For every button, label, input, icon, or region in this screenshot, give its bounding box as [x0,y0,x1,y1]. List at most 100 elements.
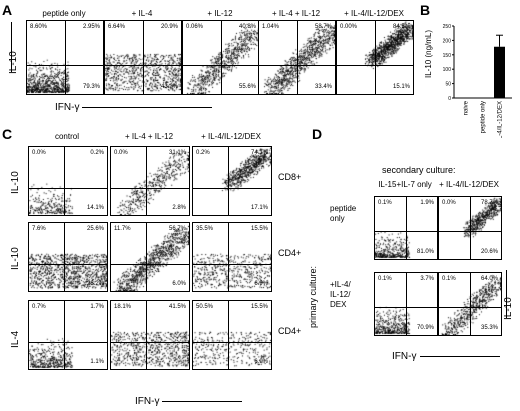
panel-c-plot-2-2-dots [193,301,271,369]
quadrant-line-horizontal [375,231,437,233]
panel-d-row-label-0-0: peptide [330,204,357,213]
panel-b-bar-0 [460,97,471,99]
quadrant-top-left-percent: 0.00% [340,24,358,30]
quadrant-top-left-percent: 0.1% [378,276,392,282]
panel-c-plot-1-2: 35.5% 15.5% 6.9% [192,222,272,292]
quadrant-top-right-percent: 78.7% [480,200,498,206]
quadrant-line-horizontal [111,263,189,265]
panel-b-ytick-label: 100 [443,67,452,73]
quadrant-top-left-percent: 7.6% [32,226,46,232]
panel-c-plot-1-1: 11.7% 56.7% 6.0% [110,222,190,292]
panel-a-plot-3: 1.04% 58.7% 33.4% [258,20,336,95]
quadrant-bottom-right-percent: 33.4% [314,84,332,90]
panel-c-plot-2-1-dots [111,301,189,369]
panel-b-letter: B [420,2,431,18]
quadrant-bottom-right-percent: 17.1% [250,205,268,211]
quadrant-top-left-percent: 1.04% [262,24,280,30]
panel-c-row-side-label-2: CD4+ [278,326,302,336]
panel-c-plot-2-1: 18.1% 41.5% [110,300,190,370]
quadrant-top-left-percent: 0.1% [442,276,456,282]
panel-d-row-label-0-1: only [330,214,345,223]
quadrant-bottom-right-percent: 35.3% [480,325,498,331]
quadrant-bottom-right-percent: 79.3% [82,84,100,90]
quadrant-line-horizontal [183,64,259,66]
quadrant-line-vertical [228,301,230,369]
quadrant-top-right-percent: 74.1% [250,150,268,156]
quadrant-line-vertical [470,273,471,335]
quadrant-bottom-right-percent: 6.9% [254,359,268,365]
panel-d-row-label-1-1: IL-12/ [330,290,351,299]
quadrant-line-horizontal [29,187,107,189]
panel-d-plot-0-1: 0.0% 78.7% 20.6% [438,196,502,260]
panel-a-y-arrow [11,22,12,72]
quadrant-top-left-percent: 0.2% [196,150,210,156]
panel-c-plot-2-0-dots [29,301,107,369]
quadrant-line-vertical [221,21,222,94]
quadrant-top-right-percent: 25.6% [86,226,104,232]
quadrant-top-right-percent: 1.9% [420,200,434,206]
quadrant-bottom-right-percent: 55.6% [238,84,256,90]
panel-c-col-title-0: control [54,132,79,141]
panel-a-plot-1: 6.64% 20.9% 43.2% [104,20,182,95]
quadrant-top-left-percent: 50.5% [196,304,214,310]
panel-a-ylabel: IL-10 [8,51,19,74]
panel-a-plot-0: 8.60% 2.95% 79.3% [26,20,104,95]
quadrant-line-horizontal [193,263,271,265]
quadrant-bottom-right-percent: 6.9% [254,281,268,287]
quadrant-bottom-right-percent: 70.9% [416,325,434,331]
panel-a-plot-2: 0.06% 40.8% 55.6% [182,20,260,95]
panel-a-col-title-1: + IL-4 [131,9,153,18]
quadrant-top-left-percent: 0.0% [442,200,456,206]
panel-b-bar-2 [494,46,505,98]
quadrant-line-vertical [146,223,148,291]
quadrant-top-right-percent: 58.7% [314,24,332,30]
quadrant-line-horizontal [375,307,437,309]
panel-d-ylabel: IL-10 [503,297,514,320]
panel-c-plot-2-0: 0.7% 1.7% 1.1% [28,300,108,370]
panel-b-chart: 0 50 100 150 200 250 naive peptide only +IL-4/IL… [443,24,512,138]
quadrant-line-horizontal [29,341,107,343]
quadrant-top-right-percent: 2.95% [82,24,100,30]
panel-d-plot-0-0: 0.1% 1.9% 81.0% [374,196,438,260]
quadrant-top-left-percent: 0.7% [32,304,46,310]
panel-b-bar-1 [477,97,488,99]
quadrant-line-vertical [470,197,471,259]
panel-a-letter: A [2,2,13,18]
quadrant-top-right-percent: 40.8% [238,24,256,30]
quadrant-top-left-percent: 18.1% [114,304,132,310]
panel-c-letter: C [2,126,13,142]
panel-d-y-arrow [506,270,507,318]
panel-b-ytick-label: 0 [448,96,451,102]
quadrant-line-vertical [297,21,298,94]
quadrant-line-vertical [65,21,66,94]
panel-d-plot-1-1: 0.1% 64.0% 35.3% [438,272,502,336]
panel-a-col-title-3: + IL-4 + IL-12 [271,9,321,18]
quadrant-line-vertical [146,147,148,215]
quadrant-line-horizontal [439,307,501,309]
quadrant-line-horizontal [193,187,271,189]
quadrant-bottom-right-percent: 14.1% [86,205,104,211]
quadrant-line-vertical [406,197,407,259]
quadrant-top-right-percent: 20.9% [160,24,178,30]
panel-b-ytick-label: 250 [443,24,452,30]
quadrant-line-horizontal [105,64,181,66]
panel-c-col-title-1: + IL-4 + IL-12 [124,132,174,141]
panel-c-row-ylabel-2: IL-4 [10,330,21,348]
quadrant-line-horizontal [111,187,189,189]
quadrant-line-vertical [228,223,230,291]
panel-a-col-title-0: peptide only [42,9,86,18]
quadrant-top-right-percent: 1.7% [90,304,104,310]
quadrant-bottom-right-percent: 15.1% [392,84,410,90]
panel-c-row-ylabel-1: IL-10 [10,247,21,270]
panel-c-row-side-label-0: CD8+ [278,172,302,182]
panel-c-row-side-label-1: CD4+ [278,248,302,258]
quadrant-line-horizontal [259,64,335,66]
quadrant-top-right-percent: 64.0% [480,276,498,282]
quadrant-line-horizontal [193,341,271,343]
quadrant-bottom-right-percent: 81.0% [416,249,434,255]
quadrant-line-horizontal [29,263,107,265]
quadrant-top-right-percent: 84.5% [392,24,410,30]
panel-a-col-title-2: + IL-12 [207,9,233,18]
panel-c-plot-1-2-dots [193,223,271,291]
panel-c-plot-1-1-dots [111,223,189,291]
